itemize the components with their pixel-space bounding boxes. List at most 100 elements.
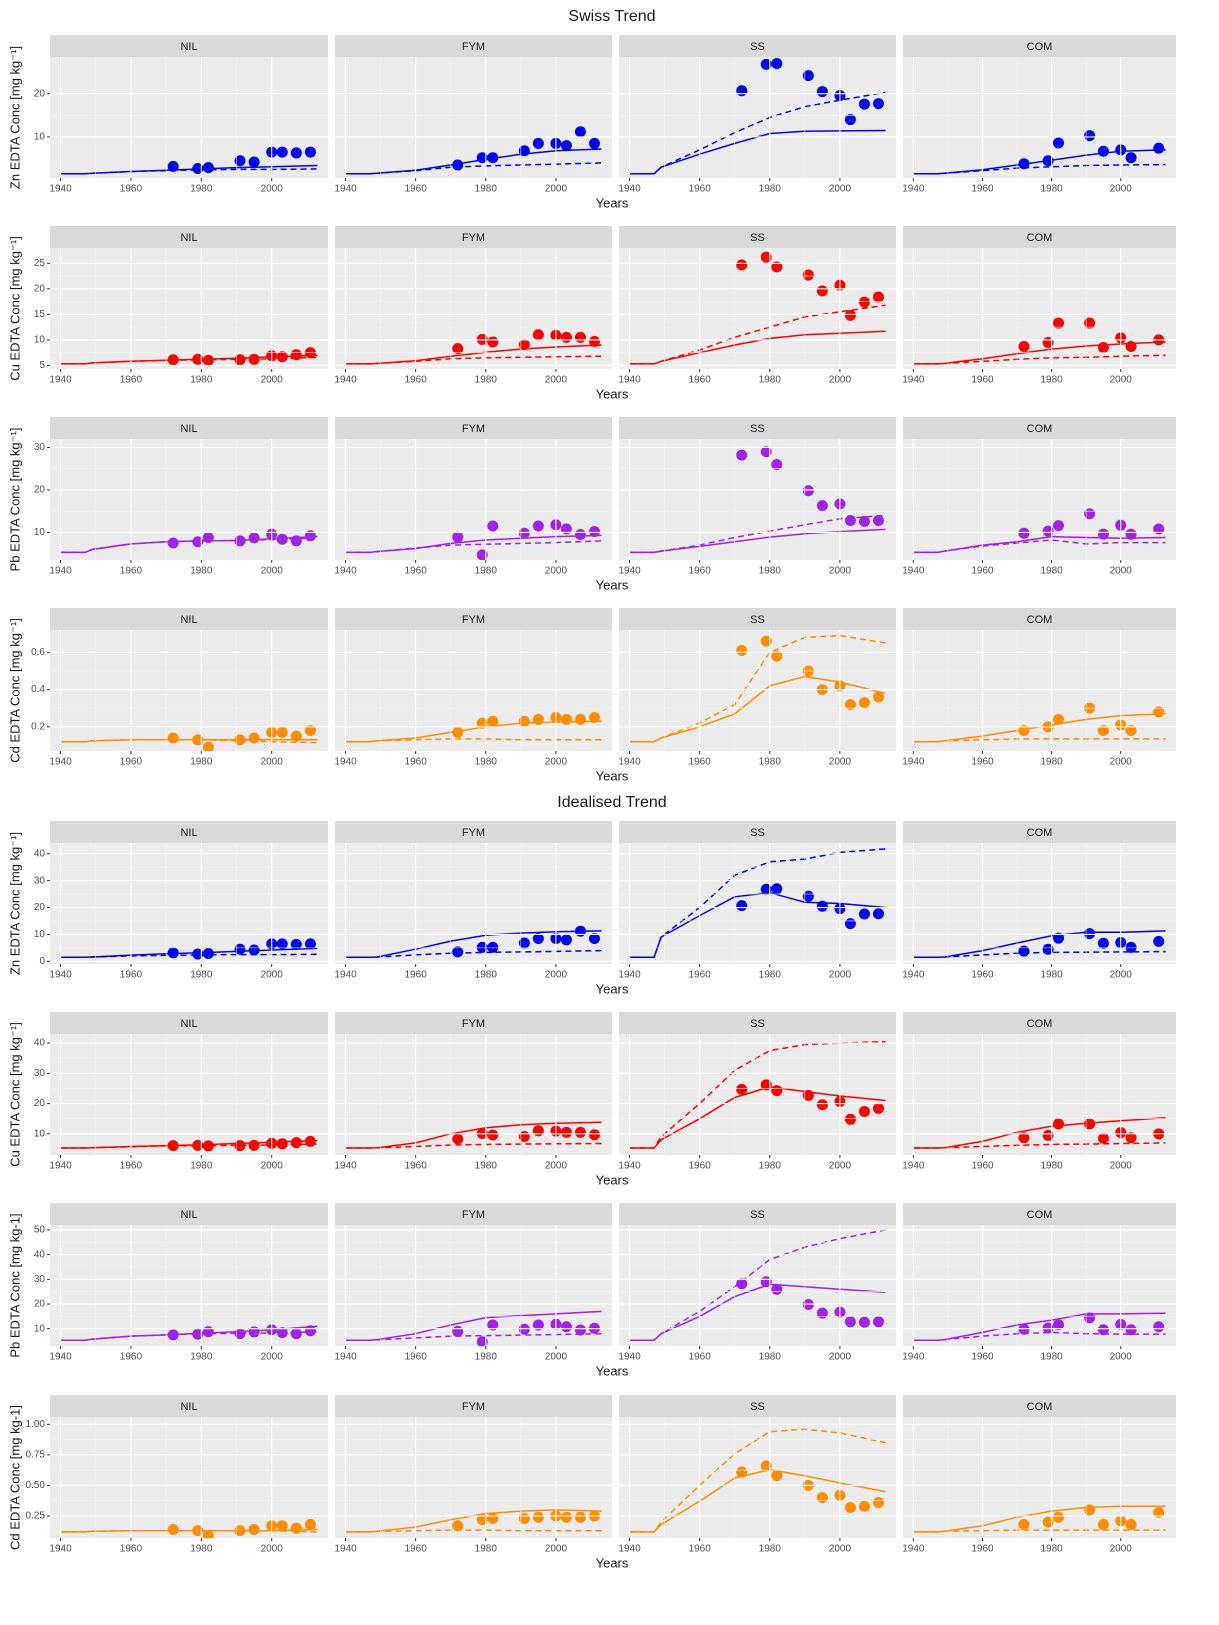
data-point [560, 934, 572, 946]
x-tick-label: 1940 [334, 970, 357, 981]
data-point [574, 1126, 586, 1138]
data-point [1084, 1504, 1096, 1516]
y-tick-label: 0.50 [26, 1480, 46, 1491]
data-point [476, 717, 488, 729]
x-tick-label: 1960 [689, 375, 712, 386]
x-tick-label: 1960 [689, 1544, 712, 1555]
y-axis-title: Cu EDTA Conc [mg kg⁻¹] [7, 236, 22, 381]
data-point [1042, 1322, 1054, 1334]
x-tick-label: 1960 [120, 1544, 143, 1555]
x-tick-label: 1940 [334, 757, 357, 768]
plot-background [335, 630, 612, 751]
data-point [1125, 941, 1137, 953]
strip [50, 1395, 328, 1417]
strip [335, 821, 612, 843]
data-point [487, 715, 499, 727]
x-tick-label: 1940 [618, 375, 641, 386]
data-point [760, 883, 772, 895]
x-tick-label: 1940 [902, 1161, 925, 1172]
data-point [816, 1492, 828, 1504]
data-point [276, 1520, 288, 1532]
data-point [816, 1307, 828, 1319]
data-point [1084, 928, 1096, 940]
strip [903, 35, 1176, 57]
data-point [560, 1126, 572, 1138]
data-point [771, 458, 783, 470]
y-tick-label: 20 [34, 1299, 46, 1310]
data-point [1053, 137, 1065, 149]
x-axis-title: Years [596, 386, 629, 401]
data-point [518, 937, 530, 949]
strip [335, 608, 612, 630]
strip [619, 417, 896, 439]
data-point [1018, 1132, 1030, 1144]
data-point [872, 291, 884, 303]
x-tick-label: 2000 [1110, 1544, 1133, 1555]
panel-title: FYM [462, 614, 485, 626]
data-point [532, 1511, 544, 1523]
panel-title: SS [750, 827, 765, 839]
x-tick-label: 1960 [971, 566, 994, 577]
panel-title: COM [1027, 232, 1053, 244]
data-point [476, 941, 488, 953]
y-tick-label: 10 [34, 335, 46, 346]
data-point [202, 354, 214, 366]
data-point [560, 1511, 572, 1523]
data-point [1042, 525, 1054, 537]
x-tick-label: 2000 [545, 1161, 568, 1172]
data-point [487, 1512, 499, 1524]
x-axis-title: Years [596, 981, 629, 996]
strip [903, 1203, 1176, 1225]
x-tick-label: 1960 [689, 566, 712, 577]
panel-title: COM [1027, 1209, 1053, 1221]
plot-background [50, 1417, 328, 1538]
data-point [1053, 1511, 1065, 1523]
strip [50, 608, 328, 630]
x-tick-label: 1940 [902, 375, 925, 386]
y-tick-label: 20 [34, 88, 46, 99]
y-axis-title: Cd EDTA Conc [mg kg⁻¹] [7, 618, 22, 763]
panel-title: COM [1027, 827, 1053, 839]
x-tick-label: 1960 [120, 1161, 143, 1172]
data-point [844, 1316, 856, 1328]
plot-area [913, 1312, 1166, 1342]
x-tick-label: 1940 [618, 970, 641, 981]
x-tick-label: 1980 [475, 566, 498, 577]
data-point [234, 943, 246, 955]
data-point [532, 329, 544, 341]
strip [335, 417, 612, 439]
strip [50, 1203, 328, 1225]
x-tick-label: 1940 [618, 566, 641, 577]
data-point [858, 515, 870, 527]
data-point [1018, 945, 1030, 957]
data-point [736, 1278, 748, 1290]
y-tick-label: 40 [34, 848, 46, 859]
y-tick-label: 1.00 [26, 1419, 46, 1430]
data-point [760, 251, 772, 263]
data-point [167, 160, 179, 172]
strip [335, 226, 612, 248]
data-point [304, 725, 316, 737]
x-tick-label: 1940 [49, 1544, 72, 1555]
data-point [872, 1497, 884, 1509]
data-point [802, 70, 814, 82]
panel-title: FYM [462, 41, 485, 53]
data-point [1084, 130, 1096, 142]
data-point [736, 1083, 748, 1095]
data-point [1042, 1516, 1054, 1528]
x-tick-label: 1960 [405, 970, 428, 981]
strip [335, 1012, 612, 1034]
strip [50, 417, 328, 439]
x-tick-label: 1980 [759, 757, 782, 768]
x-tick-label: 1940 [334, 1352, 357, 1363]
x-tick-label: 1960 [120, 184, 143, 195]
x-tick-label: 1980 [1040, 1544, 1063, 1555]
data-point [1097, 342, 1109, 354]
x-tick-label: 1980 [190, 566, 213, 577]
panel-title: SS [750, 232, 765, 244]
x-tick-label: 1980 [190, 757, 213, 768]
data-point [1097, 1519, 1109, 1531]
x-tick-label: 1940 [49, 1161, 72, 1172]
data-point [574, 126, 586, 138]
x-tick-label: 2000 [1110, 757, 1133, 768]
